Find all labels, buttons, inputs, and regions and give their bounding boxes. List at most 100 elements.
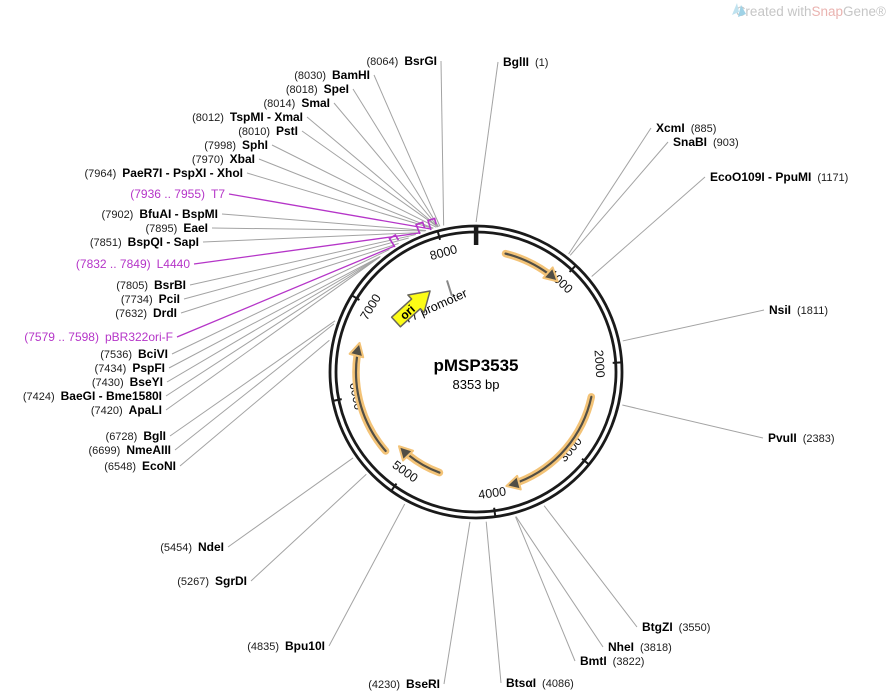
enzyme-label-part: L4440 xyxy=(157,257,191,271)
enzyme-label-part: (1171) xyxy=(817,172,848,184)
tick-mark xyxy=(351,294,360,301)
enzyme-callout-line xyxy=(168,255,381,369)
enzyme-label: (7895) EaeI xyxy=(146,221,208,235)
enzyme-label-part: EcoNI xyxy=(142,459,176,473)
enzyme-label: (8014) SmaI xyxy=(264,96,330,110)
enzyme-label: (7424) BaeGI - Bme1580I xyxy=(23,389,162,403)
enzyme-callout-line xyxy=(202,232,421,243)
primer-callout-line xyxy=(228,193,431,230)
enzyme-label-part: (7832 .. 7849) xyxy=(76,257,151,271)
enzyme-callout-line xyxy=(475,61,499,223)
primer-mark xyxy=(388,233,400,248)
enzyme-callout-line xyxy=(169,320,336,437)
primer-mark xyxy=(415,221,426,235)
enzyme-label: (5267) SgrDI xyxy=(177,574,247,588)
enzyme-label-part: (7420) xyxy=(91,405,123,417)
primer-mark xyxy=(426,217,437,231)
enzyme-label-part: (7895) xyxy=(146,223,178,235)
enzyme-label: EcoO109I - PpuMI (1171) xyxy=(710,170,848,184)
enzyme-label-part: EaeI xyxy=(183,221,208,235)
enzyme-callout-line xyxy=(569,141,669,256)
enzyme-label: (4835) Bpu10I xyxy=(247,639,325,653)
enzyme-callout-line xyxy=(515,516,576,662)
feature-arc-core xyxy=(354,354,387,453)
enzyme-label-part: pBR322ori-F xyxy=(105,330,173,344)
snapgene-watermark: Created with Snap Gene® xyxy=(731,2,886,20)
enzyme-callout-line xyxy=(174,323,335,451)
enzyme-callout-line xyxy=(568,127,652,255)
enzyme-label-part: (7424) xyxy=(23,391,55,403)
enzyme-label: (8012) TspMI - XmaI xyxy=(192,110,303,124)
enzyme-callout-line xyxy=(352,88,440,228)
tick-mark xyxy=(568,264,577,273)
enzyme-callout-line xyxy=(301,130,439,228)
enzyme-label-part: (8030) xyxy=(294,70,326,82)
enzyme-callout-line xyxy=(622,309,765,342)
enzyme-callout-line xyxy=(258,158,434,229)
enzyme-label: (8018) SpeI xyxy=(286,82,349,96)
t7-promoter-mark xyxy=(446,280,453,297)
enzyme-callout-line xyxy=(166,256,381,383)
enzyme-label: NsiI (1811) xyxy=(769,303,828,317)
enzyme-label-part: SnaBI xyxy=(673,135,707,149)
enzyme-label-part: (7430) xyxy=(92,377,124,389)
enzyme-callout-line xyxy=(543,505,638,628)
enzyme-label: (7851) BspQI - SapI xyxy=(90,235,199,249)
primer-callout-line xyxy=(176,245,395,338)
enzyme-label-part: (8010) xyxy=(238,126,270,138)
enzyme-label-part: XbaI xyxy=(230,152,255,166)
enzyme-label-part: (5454) xyxy=(160,542,192,554)
enzyme-label-part: BseRI xyxy=(406,677,440,691)
feature-arc-core xyxy=(517,395,593,484)
enzyme-callout-line xyxy=(443,521,471,685)
enzyme-label-part: EcoO109I - PpuMI xyxy=(710,170,811,184)
enzyme-label-part: DrdI xyxy=(153,306,177,320)
enzyme-label: (7632) DrdI xyxy=(115,306,177,320)
enzyme-label-part: SphI xyxy=(242,138,268,152)
enzyme-callout-line xyxy=(227,457,354,548)
enzyme-label-part: BglII xyxy=(503,55,529,69)
enzyme-callout-line xyxy=(591,176,706,277)
enzyme-label-part: BaeGI - Bme1580I xyxy=(61,389,162,403)
feature-arc xyxy=(501,249,552,277)
enzyme-label-part: (3550) xyxy=(679,622,711,634)
enzyme-callout-line xyxy=(515,516,604,648)
enzyme-callout-line xyxy=(171,248,390,355)
enzyme-label: (8064) BsrGI xyxy=(367,54,437,68)
enzyme-label-part: (7902) xyxy=(102,209,134,221)
enzyme-label-part: (3822) xyxy=(613,656,645,668)
feature-arc-core xyxy=(504,252,549,275)
enzyme-label-part: (7434) xyxy=(95,363,127,375)
feature-arrowhead xyxy=(348,341,365,359)
enzyme-label-part: BseYI xyxy=(130,375,163,389)
enzyme-label: (8030) BamHI xyxy=(294,68,370,82)
enzyme-label: (7420) ApaLI xyxy=(91,403,162,417)
enzyme-label-part: (8064) xyxy=(367,56,399,68)
enzyme-label-part: BtsαI xyxy=(506,676,536,690)
enzyme-label-part: (5267) xyxy=(177,576,209,588)
enzyme-label-part: (7536) xyxy=(100,349,132,361)
enzyme-callout-line xyxy=(306,116,439,228)
plasmid-size: 8353 bp xyxy=(453,377,500,392)
enzyme-label-part: BciVI xyxy=(138,347,168,361)
enzyme-label-part: PspFI xyxy=(132,361,165,375)
enzyme-label: (7536) BciVI xyxy=(100,347,168,361)
enzyme-callout-line xyxy=(183,237,409,300)
tick-mark xyxy=(581,457,590,466)
enzyme-label: BtsαI (4086) xyxy=(506,676,574,690)
enzyme-label-part: (4230) xyxy=(368,679,400,691)
feature-arrowhead xyxy=(542,266,559,283)
enzyme-callout-line xyxy=(485,521,502,684)
enzyme-label-part: (7632) xyxy=(115,308,147,320)
enzyme-label: (7434) PspFI xyxy=(95,361,165,375)
enzyme-label-part: NsiI xyxy=(769,303,791,317)
enzyme-label: BmtI (3822) xyxy=(580,654,644,668)
enzyme-label: (4230) BseRI xyxy=(368,677,440,691)
primer-callout-line xyxy=(193,232,420,265)
tick-label: 7000 xyxy=(357,291,384,322)
enzyme-label: (7970) XbaI xyxy=(192,152,255,166)
tick-label: 4000 xyxy=(477,484,506,502)
enzyme-label: (7430) BseYI xyxy=(92,375,163,389)
watermark-snap: Snap xyxy=(811,3,844,19)
enzyme-label-part: TspMI - XmaI xyxy=(230,110,303,124)
